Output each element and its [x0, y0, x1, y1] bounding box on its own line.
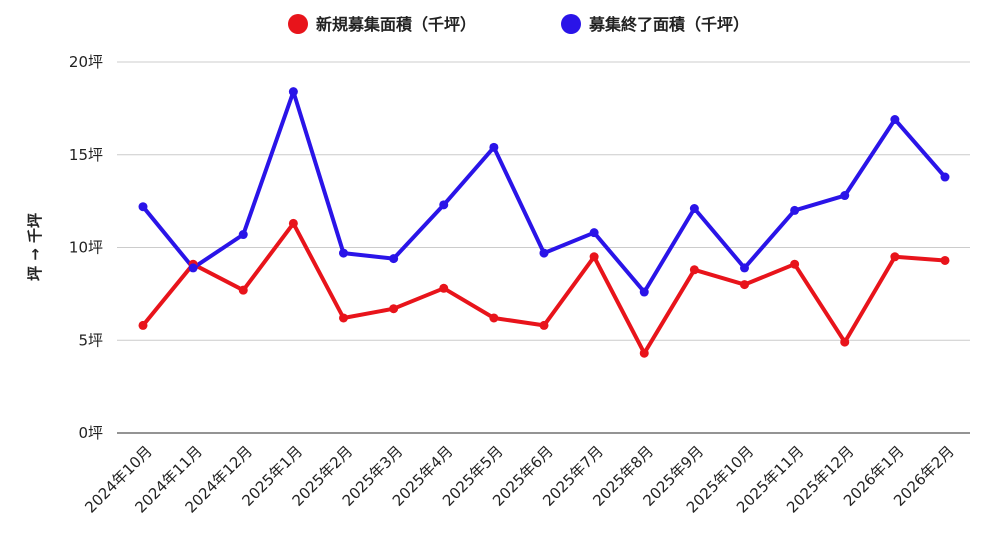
y-tick-label: 10坪	[69, 239, 103, 257]
data-point-1	[288, 87, 298, 97]
y-tick-label: 5坪	[78, 331, 103, 349]
data-point-0	[288, 218, 298, 228]
data-point-0	[339, 313, 348, 323]
series-lines	[141, 89, 947, 356]
series-line-0	[141, 221, 947, 356]
data-point-0	[890, 252, 900, 262]
data-point-1	[689, 204, 699, 214]
y-axis-title: 坪 → 千坪	[26, 213, 44, 281]
legend-label-new-supply: 新規募集面積（千坪）	[316, 15, 476, 34]
y-tick-label: 15坪	[69, 146, 103, 164]
data-point-0	[940, 255, 950, 265]
data-point-0	[840, 337, 850, 347]
data-point-0	[539, 320, 549, 330]
data-point-0	[589, 252, 599, 262]
data-point-1	[740, 263, 749, 273]
data-point-1	[339, 248, 348, 258]
data-point-1	[790, 205, 800, 215]
data-point-1	[188, 263, 198, 273]
data-point-1	[389, 254, 399, 264]
y-tick-label: 20坪	[69, 53, 103, 71]
data-point-1	[840, 191, 850, 201]
legend: 新規募集面積（千坪） 募集終了面積（千坪）	[288, 14, 749, 34]
legend-marker-ended	[561, 14, 581, 34]
data-point-0	[489, 313, 499, 323]
data-point-1	[489, 142, 499, 152]
x-tick-labels: 2024年10月2024年11月2024年12月2025年1月2025年2月20…	[81, 442, 957, 516]
data-point-1	[589, 228, 599, 238]
data-point-1	[238, 230, 248, 240]
y-tick-labels: 0坪 5坪 10坪 15坪 20坪	[69, 53, 103, 442]
data-point-1	[639, 287, 649, 297]
data-point-1	[439, 200, 449, 210]
data-point-0	[740, 280, 749, 290]
y-tick-label: 0坪	[78, 424, 103, 442]
data-point-0	[639, 348, 649, 358]
series-points	[138, 87, 950, 358]
data-point-0	[389, 304, 399, 314]
data-point-0	[790, 259, 800, 269]
legend-label-ended: 募集終了面積（千坪）	[588, 15, 749, 34]
data-point-1	[940, 172, 950, 182]
data-point-1	[138, 202, 148, 212]
data-point-0	[238, 285, 248, 295]
legend-marker-new-supply	[288, 14, 308, 34]
data-point-0	[138, 320, 148, 330]
data-point-0	[439, 283, 449, 293]
data-point-1	[890, 115, 900, 125]
data-point-0	[689, 265, 699, 275]
data-point-1	[539, 248, 549, 258]
